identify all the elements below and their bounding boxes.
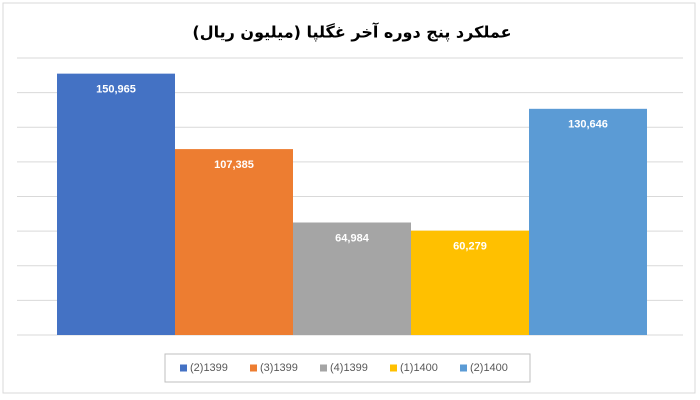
legend-swatch xyxy=(390,364,397,372)
legend-label: (1)1400 xyxy=(400,362,438,374)
value-label: 150,965 xyxy=(96,84,136,96)
bar xyxy=(529,108,647,335)
bar xyxy=(411,230,529,335)
bar xyxy=(175,149,293,335)
legend-label: (3)1399 xyxy=(260,362,298,374)
legend-box xyxy=(164,353,531,383)
bar xyxy=(57,73,175,335)
value-label: 107,385 xyxy=(214,159,254,171)
chart-title: عملکرد پنج دوره آخر غگلپا (میلیون ریال) xyxy=(192,22,511,43)
legend-swatch xyxy=(180,364,187,372)
legend-label: (2)1400 xyxy=(470,362,508,374)
legend-swatch xyxy=(250,364,257,372)
legend-label: (4)1399 xyxy=(330,362,368,374)
bar xyxy=(293,222,411,335)
legend-swatch xyxy=(460,364,467,372)
legend-swatch xyxy=(320,364,327,372)
value-label: 64,984 xyxy=(335,232,370,244)
value-label: 60,279 xyxy=(453,241,487,253)
legend-label: (2)1399 xyxy=(190,362,228,374)
value-label: 130,646 xyxy=(568,119,608,131)
